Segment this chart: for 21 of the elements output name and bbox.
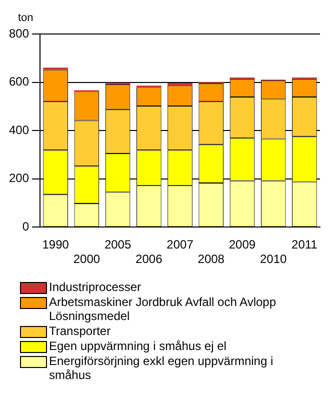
legend-label: Arbetsmaskiner Jordbruk Avfall och Avlopp Lösningsmedel [49,295,278,323]
x-tick-label: 2011 [292,238,318,252]
x-tick-label: 2000 [73,252,100,266]
x-tick-label: 2006 [136,252,163,266]
legend-label: Transporter [49,324,111,338]
y-tick-label: 800 [8,26,30,40]
legend-label: Egen uppvärmning i småhus ej el [49,339,226,353]
x-tick-label: 2005 [104,238,132,252]
legend-label: Industriprocesser [49,280,142,294]
y-tick-label: 600 [8,74,30,89]
y-tick-label: 200 [8,171,30,186]
x-tick-label: 2009 [228,238,256,252]
bar [168,83,192,86]
x-tick-label: 1990 [42,238,70,252]
y-tick-label: 0 [22,220,30,234]
x-tick-label: 2008 [198,252,225,266]
x-tick-label: 2010 [260,252,288,266]
y-tick-label: 400 [8,122,30,137]
legend-label: Energiförsörjning exkl egen uppvärmning i småhus [49,354,274,382]
x-tick-label: 2007 [166,238,194,252]
y-axis-title: ton [18,12,34,24]
